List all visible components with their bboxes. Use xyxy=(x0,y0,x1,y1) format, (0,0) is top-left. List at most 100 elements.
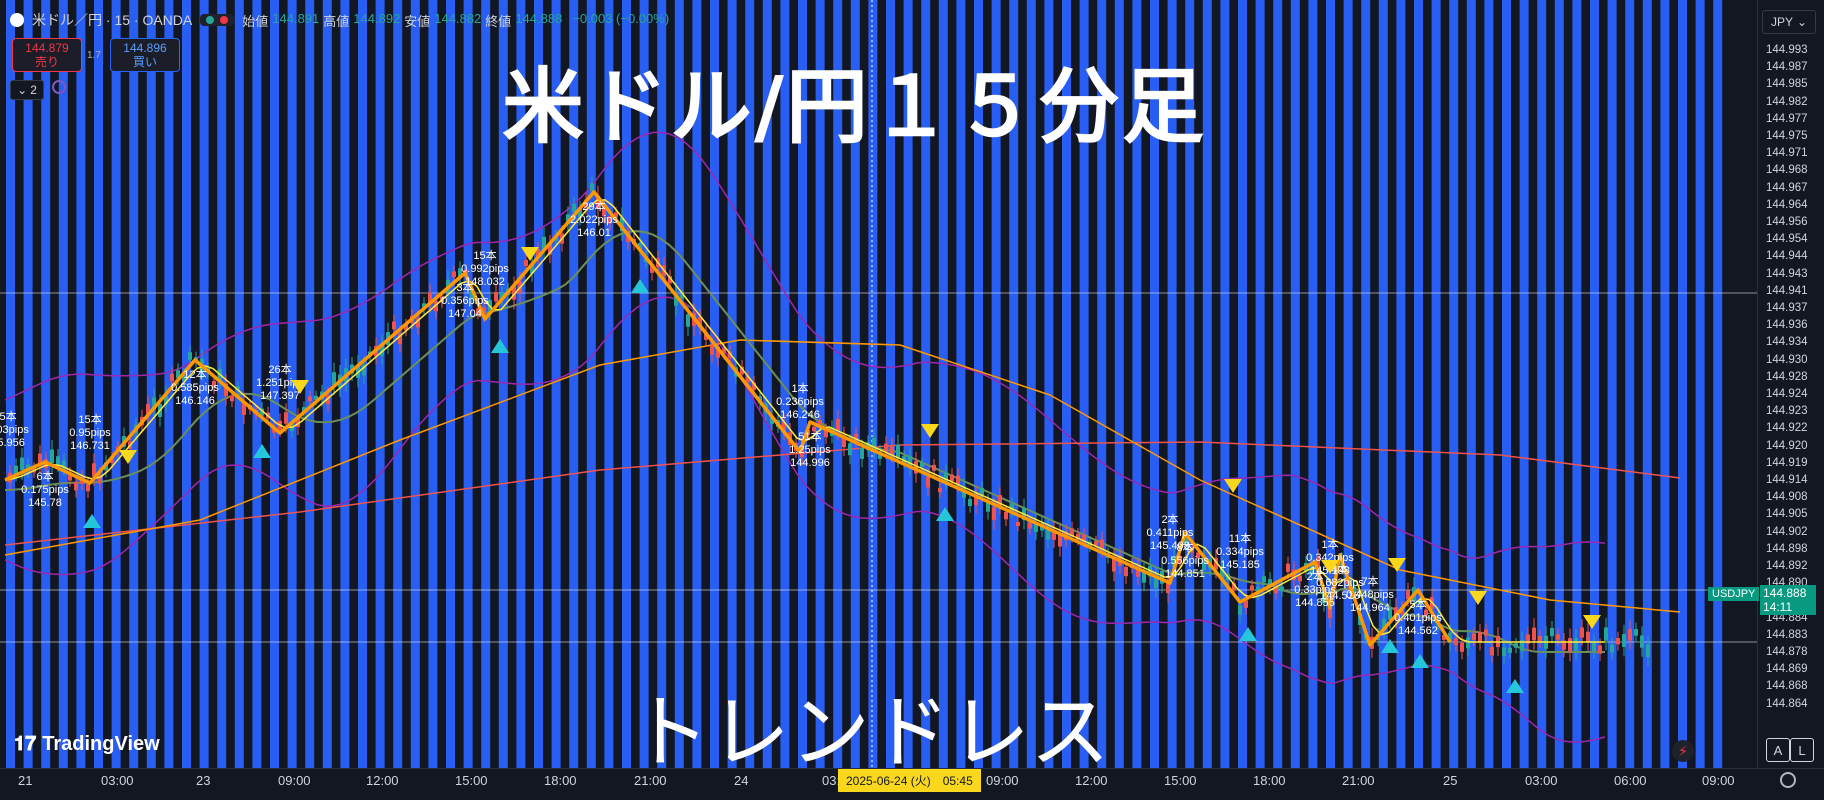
candle-body xyxy=(1322,593,1326,604)
background-stripe xyxy=(252,0,262,768)
time-tick-label: 23 xyxy=(196,773,211,788)
zigzag-label: 146.146 xyxy=(175,395,215,407)
background-stripe xyxy=(798,0,807,768)
candle-body xyxy=(242,402,246,415)
price-tick-label: 144.971 xyxy=(1766,147,1808,160)
price-tick-label: 144.956 xyxy=(1766,216,1808,228)
background-stripe xyxy=(991,0,1001,768)
time-tick-label: 18:00 xyxy=(1253,773,1286,788)
background-stripe xyxy=(1713,0,1723,768)
indicator-count: 2 xyxy=(30,83,37,97)
candle-body xyxy=(260,408,264,416)
auto-scale-button[interactable]: A xyxy=(1766,738,1790,762)
background-stripe xyxy=(1414,0,1423,768)
background-stripe xyxy=(1220,0,1230,768)
collapse-indicators-button[interactable]: ⌄ 2 xyxy=(10,80,44,100)
background-stripe xyxy=(1378,0,1388,768)
price-tick-label: 144.943 xyxy=(1766,267,1808,280)
chevron-down-icon: ⌄ xyxy=(17,83,28,97)
bar-countdown: 14:11 xyxy=(1763,600,1793,614)
background-stripe xyxy=(1625,0,1635,768)
candle-body xyxy=(92,463,96,477)
chevron-down-icon: ⌄ xyxy=(1796,15,1808,29)
background-stripe xyxy=(1097,0,1107,768)
candle-body xyxy=(842,435,846,448)
candle-body xyxy=(752,382,756,390)
log-scale-button[interactable]: L xyxy=(1790,738,1814,762)
candle-body xyxy=(1574,638,1578,651)
candle-body xyxy=(1616,638,1620,645)
background-stripe xyxy=(1202,0,1212,768)
candle-body xyxy=(110,457,114,463)
price-tick-label: 144.968 xyxy=(1766,164,1808,177)
candle-body xyxy=(164,393,168,405)
sell-signal-icon xyxy=(291,380,309,394)
candle-body xyxy=(1502,647,1506,657)
background-stripe xyxy=(1114,0,1124,768)
buy-label: 買い xyxy=(132,55,157,69)
candle-body xyxy=(236,386,240,391)
background-stripe xyxy=(762,0,772,768)
price-tick-label: 144.954 xyxy=(1766,233,1808,246)
zigzag-label: 146.731 xyxy=(70,440,110,452)
background-stripe xyxy=(1660,0,1670,768)
candle-body xyxy=(1526,634,1530,644)
zigzag-label: 144.855 xyxy=(1295,597,1335,609)
candle-body xyxy=(1250,585,1254,591)
candle-body xyxy=(908,455,912,468)
background-stripe xyxy=(745,0,755,768)
candle-body xyxy=(1598,645,1602,654)
candle-body xyxy=(500,292,504,300)
zigzag-label: 2.022pips xyxy=(570,214,618,226)
candle-body xyxy=(614,212,618,217)
symbol-title[interactable]: 米ドル／円 · 15 · OANDA xyxy=(32,12,193,28)
candle-body xyxy=(854,433,858,441)
candle-body xyxy=(1352,586,1356,594)
background-stripe xyxy=(1273,0,1283,768)
candle-body xyxy=(326,394,330,405)
candle-body xyxy=(86,483,90,492)
sell-button[interactable]: 144.879 売り xyxy=(12,38,82,72)
sell-signal-icon xyxy=(1321,560,1339,574)
alert-bolt-icon[interactable]: ⚡ xyxy=(1672,740,1694,762)
brand-name: TradingView xyxy=(42,733,160,755)
price-tick-label: 144.892 xyxy=(1766,560,1808,572)
candle-body xyxy=(176,370,180,379)
candle-body xyxy=(926,476,930,488)
candle-body xyxy=(1418,599,1422,605)
buy-signal-icon xyxy=(253,444,271,458)
close-key: 終値 xyxy=(485,13,512,29)
candle-body xyxy=(1070,528,1074,536)
bollinger-upper-line xyxy=(4,131,1606,559)
buy-button[interactable]: 144.896 買い xyxy=(110,38,180,72)
time-tick-label: 15:00 xyxy=(455,773,488,788)
candle-body xyxy=(1202,557,1206,570)
sell-signal-icon xyxy=(921,424,939,438)
zigzag-label: 0.95pips xyxy=(69,427,111,439)
overlay-subtitle: トレンドレス xyxy=(630,686,1110,779)
candle-body xyxy=(686,314,690,327)
time-tick-label: 12:00 xyxy=(366,773,399,788)
market-status[interactable] xyxy=(200,14,235,26)
zigzag-label: 3本 xyxy=(456,280,473,294)
settings-gear-icon[interactable] xyxy=(1780,772,1796,788)
low-key: 安値 xyxy=(404,13,431,29)
candle-body xyxy=(914,461,918,474)
candle-body xyxy=(1508,647,1512,653)
price-axis[interactable] xyxy=(1757,0,1824,768)
zigzag-label: 0.334pips xyxy=(1216,546,1264,558)
candle-body xyxy=(1076,533,1080,540)
time-tick-label: 18:00 xyxy=(544,773,577,788)
price-tick-label: 144.967 xyxy=(1766,181,1808,194)
candle-body xyxy=(578,208,582,218)
zigzag-label: 26本 xyxy=(268,362,291,376)
zigzag-label: 1本 xyxy=(1321,537,1338,551)
currency-selector[interactable]: JPY ⌄ xyxy=(1762,10,1816,34)
sync-icon[interactable] xyxy=(52,80,66,94)
candle-body xyxy=(986,501,990,512)
candle-body xyxy=(38,453,42,465)
candle-body xyxy=(968,499,972,507)
buy-signal-icon xyxy=(936,507,954,521)
background-stripe xyxy=(111,0,121,768)
